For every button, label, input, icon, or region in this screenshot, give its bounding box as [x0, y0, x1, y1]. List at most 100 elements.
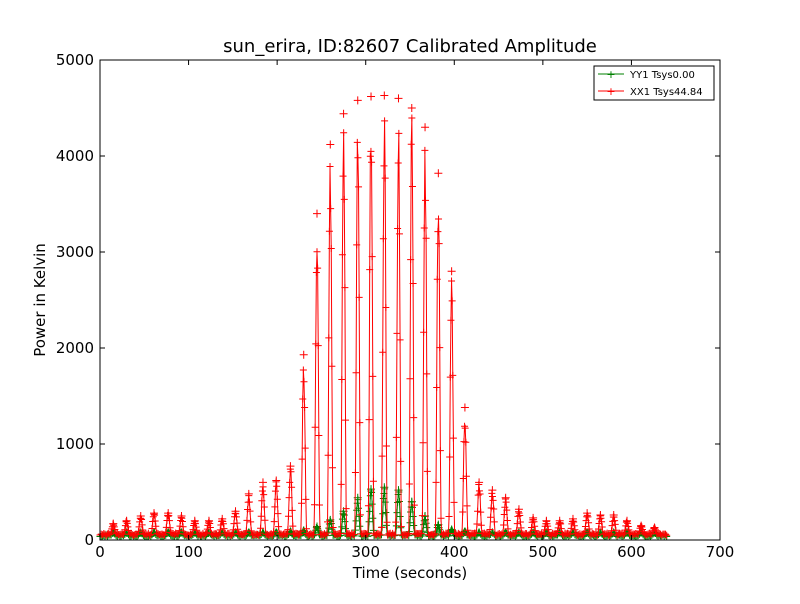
data-point-marker [179, 523, 187, 531]
data-point-marker [581, 527, 589, 535]
spike-peak-point [555, 516, 564, 525]
spike-peak-point [568, 514, 577, 523]
data-point-marker [393, 329, 401, 337]
data-point-marker [624, 522, 632, 530]
data-point-marker [407, 508, 415, 516]
spike-peak-point [488, 486, 497, 495]
data-point-marker [598, 523, 606, 531]
data-point-marker [382, 521, 390, 529]
spike-peak-point [326, 140, 335, 149]
data-point-marker [151, 517, 159, 525]
data-point-marker [570, 522, 578, 530]
data-point-marker [352, 517, 360, 525]
data-point-marker [376, 531, 384, 539]
data-point-marker [383, 518, 391, 526]
data-point-marker [214, 531, 222, 539]
spike-peak-point [122, 516, 131, 525]
data-point-marker [283, 530, 291, 538]
data-point-marker [444, 530, 452, 538]
data-point-marker [146, 531, 154, 539]
data-point-marker [326, 162, 334, 170]
data-point-marker [286, 478, 294, 486]
data-point-marker [513, 527, 521, 535]
x-tick-label: 500 [529, 543, 558, 561]
data-point-marker [337, 480, 345, 488]
data-point-marker [274, 510, 282, 518]
data-point-marker [381, 498, 389, 506]
data-point-marker [338, 251, 346, 259]
spike-peak-point [421, 123, 430, 132]
data-point-marker [435, 240, 443, 248]
data-point-marker [289, 522, 297, 530]
data-point-marker [260, 503, 268, 511]
data-point-marker [313, 248, 321, 256]
spike-peak-point [501, 493, 510, 502]
x-tick-label: 300 [351, 543, 380, 561]
data-point-marker [257, 524, 265, 532]
data-point-marker [448, 277, 456, 285]
spike-peak-point [447, 267, 456, 276]
data-point-marker [351, 469, 359, 477]
spike-peak-point [394, 94, 403, 103]
data-point-marker [342, 416, 350, 424]
spike-peak-point [460, 403, 469, 412]
data-point-marker [176, 522, 184, 530]
data-point-marker [311, 423, 319, 431]
data-point-marker [247, 527, 255, 535]
data-point-marker [663, 531, 671, 539]
data-point-marker [597, 514, 605, 522]
data-point-marker [528, 524, 536, 532]
spike-peak-point [529, 513, 538, 522]
data-point-marker [327, 205, 335, 213]
data-point-marker [122, 518, 130, 526]
data-point-marker [261, 516, 269, 524]
data-point-marker [619, 531, 627, 539]
data-point-marker [544, 522, 552, 530]
data-point-marker [622, 518, 630, 526]
data-point-marker [503, 506, 511, 514]
data-point-marker [409, 512, 417, 520]
data-point-marker [432, 478, 440, 486]
data-point-marker [490, 505, 498, 513]
data-point-marker [554, 528, 562, 536]
data-point-marker [258, 487, 266, 495]
data-point-marker [351, 526, 359, 534]
data-point-marker [220, 525, 228, 533]
data-point-marker [298, 499, 305, 507]
x-axis-label: Time (seconds) [352, 564, 468, 582]
data-point-marker [365, 518, 373, 526]
data-point-marker [437, 514, 445, 522]
data-point-marker [178, 518, 186, 526]
data-point-marker [337, 529, 345, 537]
data-point-marker [166, 524, 174, 532]
data-point-marker [457, 531, 465, 539]
data-point-marker [148, 525, 156, 533]
data-point-marker [284, 526, 292, 534]
data-point-marker [365, 416, 373, 424]
data-point-marker [570, 518, 578, 526]
data-point-marker [410, 521, 418, 529]
data-point-marker [302, 525, 310, 533]
y-tick-label: 1000 [56, 435, 94, 453]
data-point-marker [381, 117, 389, 125]
spike-peak-point [609, 511, 618, 520]
spike-peak-point [231, 507, 240, 516]
data-point-marker [328, 525, 336, 533]
spike-peak-point [650, 523, 659, 532]
data-point-marker [355, 504, 363, 512]
data-point-marker [396, 336, 404, 344]
data-point-marker [188, 530, 196, 538]
data-point-marker [410, 501, 418, 509]
data-point-marker [526, 529, 534, 537]
legend-label-xx1: XX1 Tsys44.84 [630, 87, 703, 98]
data-point-marker [364, 530, 372, 538]
data-point-marker [273, 495, 281, 503]
data-point-marker [557, 525, 565, 533]
data-point-marker [557, 520, 565, 528]
data-point-marker [395, 129, 403, 137]
data-point-marker [366, 152, 374, 160]
data-point-marker [379, 235, 387, 243]
data-point-marker [323, 529, 331, 537]
data-point-marker [314, 342, 322, 350]
data-point-marker [240, 530, 248, 538]
